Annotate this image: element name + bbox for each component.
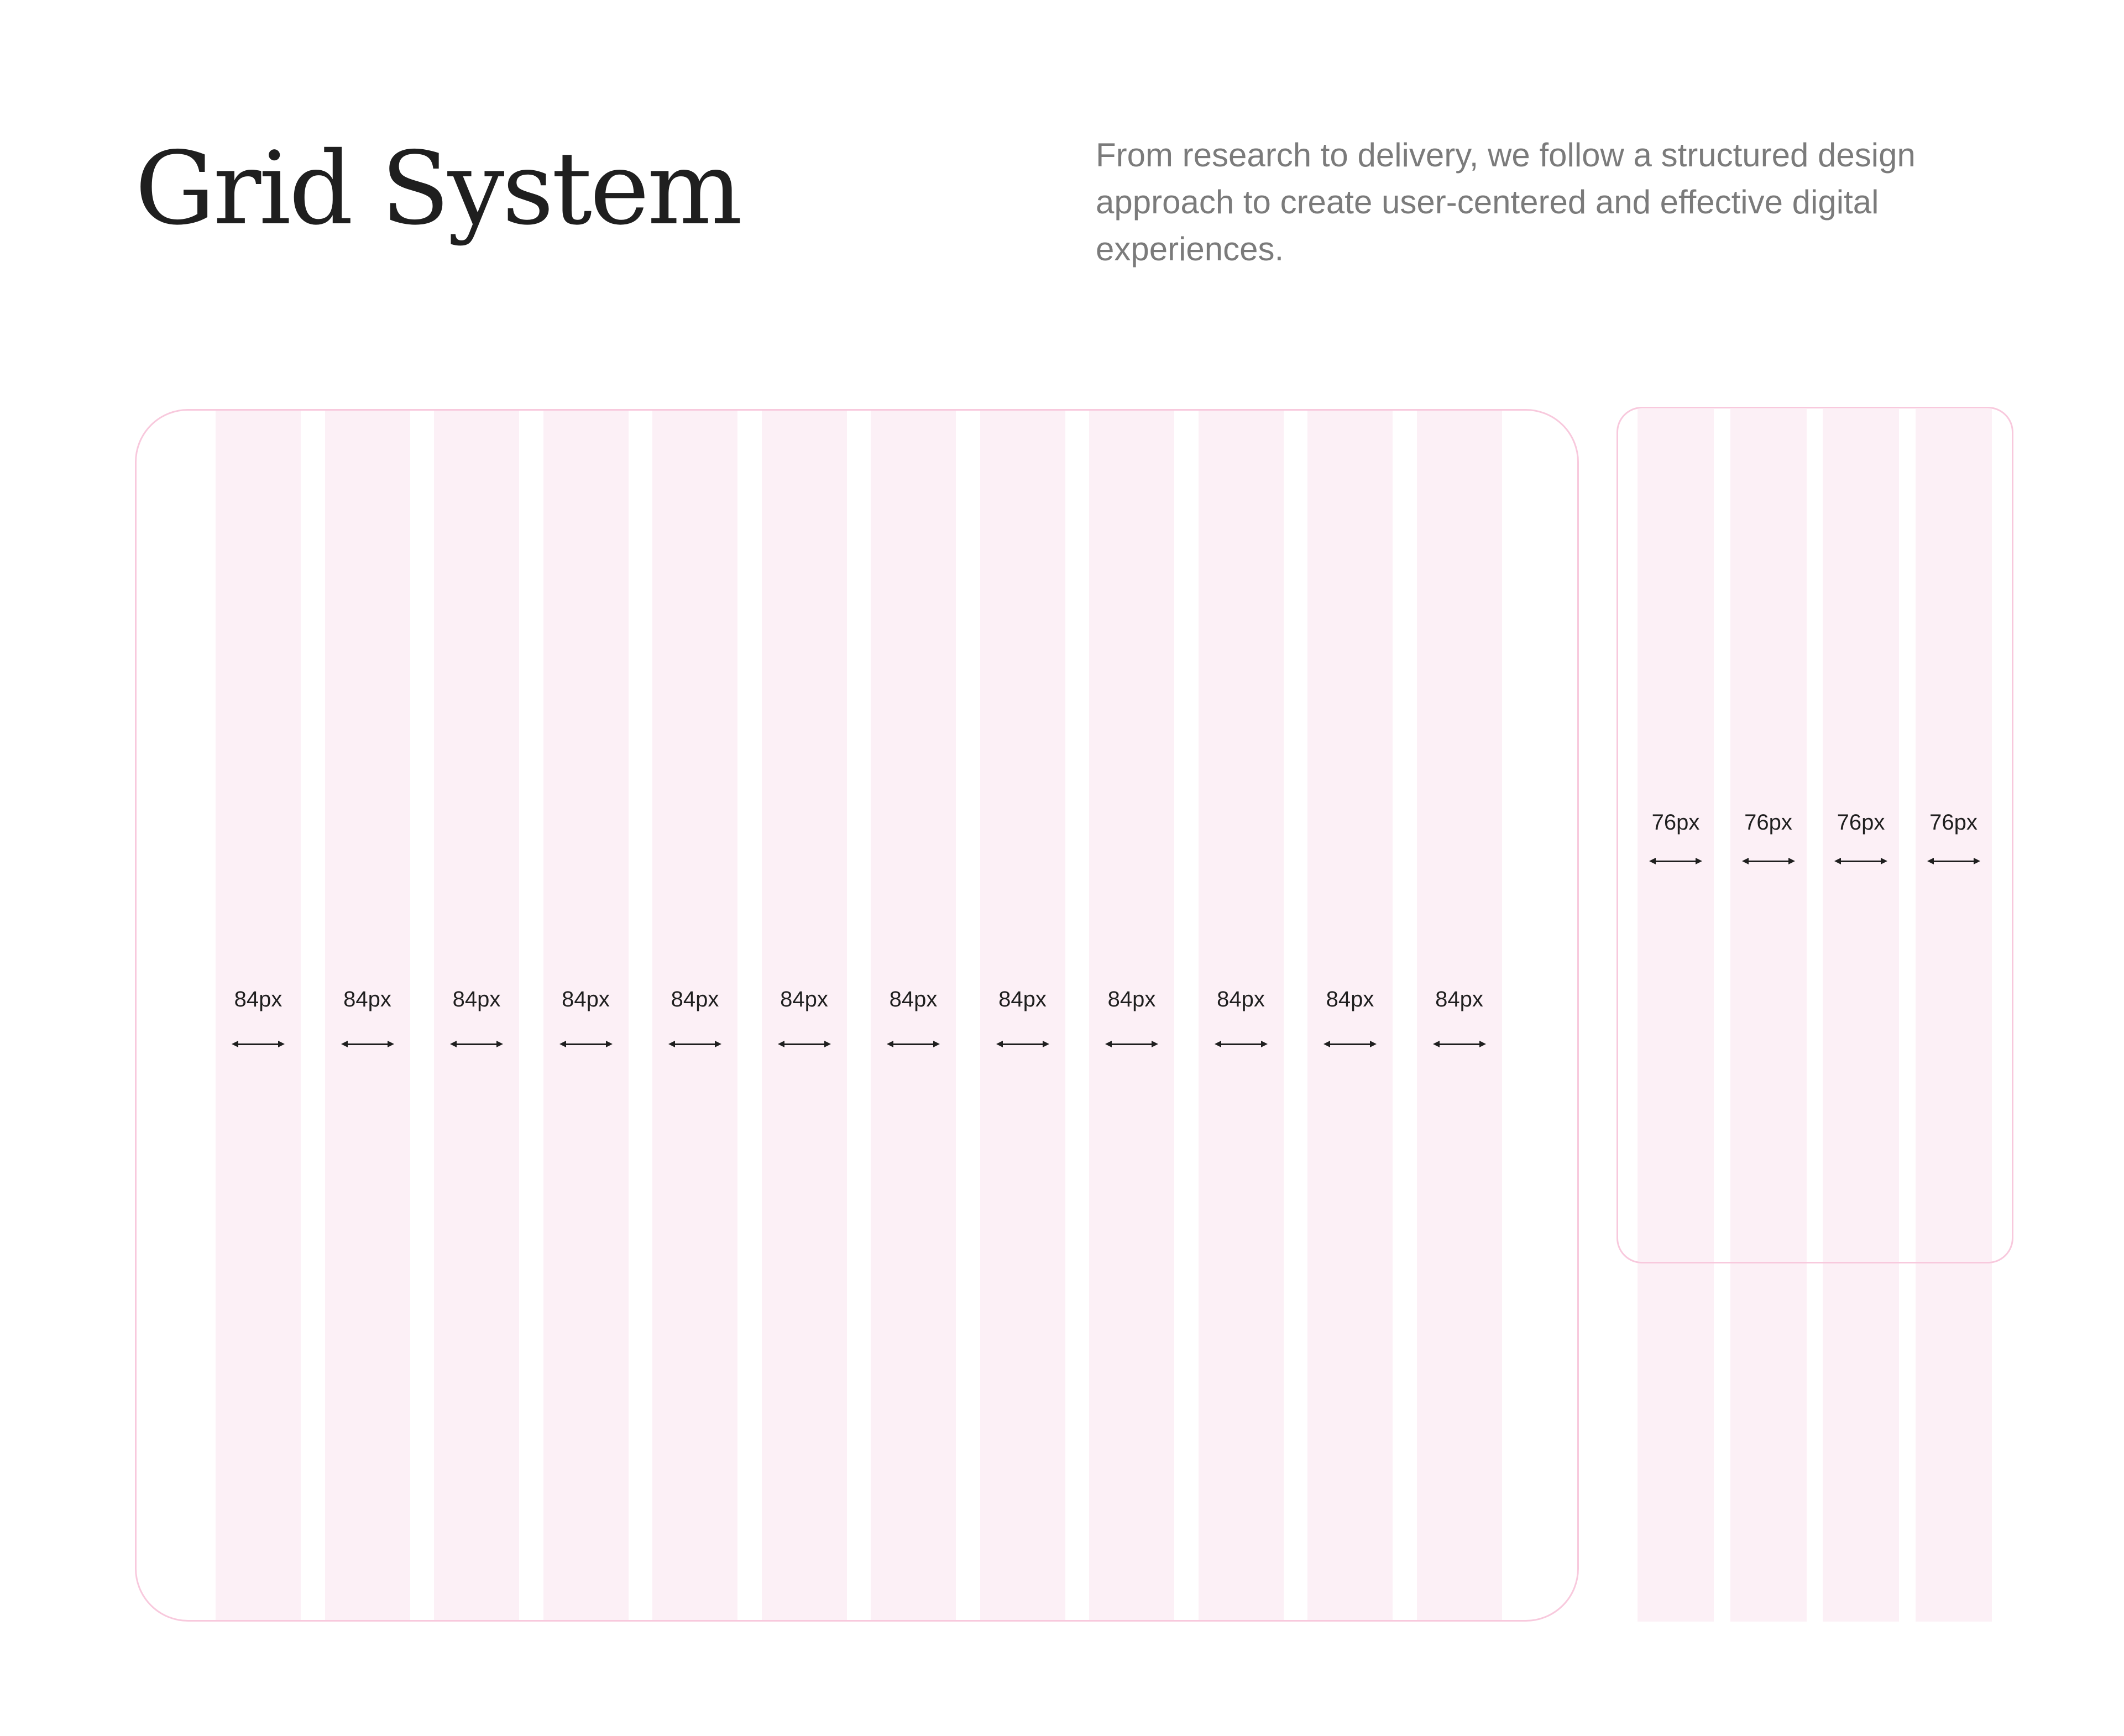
column-measure: 76px bbox=[1730, 810, 1807, 835]
column-measure: 76px bbox=[1823, 810, 1899, 835]
column-width-label: 84px bbox=[1217, 987, 1265, 1011]
desktop-column: 84px bbox=[1307, 411, 1393, 1620]
desktop-column: 84px bbox=[761, 411, 847, 1620]
column-width-label: 84px bbox=[1435, 987, 1483, 1011]
column-measure: 84px bbox=[1307, 987, 1393, 1012]
double-arrow-icon bbox=[232, 1040, 285, 1048]
mobile-grid-frame: 76px 76px 76px 76px bbox=[1616, 407, 2013, 1263]
double-arrow-icon bbox=[1741, 857, 1795, 865]
column-width-label: 84px bbox=[780, 987, 828, 1011]
desktop-column: 84px bbox=[652, 411, 737, 1620]
column-measure: 84px bbox=[1199, 987, 1284, 1012]
double-arrow-icon bbox=[1834, 857, 1887, 865]
column-width-label: 84px bbox=[343, 987, 391, 1011]
double-arrow-icon bbox=[1105, 1040, 1158, 1048]
column-width-label: 76px bbox=[1744, 810, 1792, 835]
double-arrow-icon bbox=[341, 1040, 394, 1048]
column-measure: 84px bbox=[980, 987, 1065, 1012]
double-arrow-icon bbox=[1649, 857, 1702, 865]
intro-text: From research to delivery, we follow a s… bbox=[1096, 137, 1916, 268]
double-arrow-icon bbox=[887, 1040, 940, 1048]
desktop-column: 84px bbox=[980, 411, 1065, 1620]
double-arrow-icon bbox=[450, 1040, 503, 1048]
column-measure: 84px bbox=[216, 987, 301, 1012]
column-measure: 84px bbox=[652, 987, 737, 1012]
column-measure: 84px bbox=[871, 987, 956, 1012]
desktop-grid-frame: 84px 84px 84px 84px 84px 84px 84px 84px 84px 84px… bbox=[135, 409, 1579, 1622]
mobile-column-measure-holder: 76px bbox=[1823, 408, 1899, 1262]
double-arrow-icon bbox=[1214, 1040, 1268, 1048]
mobile-column bbox=[1823, 409, 1899, 1622]
column-width-label: 84px bbox=[1326, 987, 1374, 1011]
column-width-label: 76px bbox=[1837, 810, 1885, 835]
double-arrow-icon bbox=[1432, 1040, 1486, 1048]
desktop-column: 84px bbox=[434, 411, 519, 1620]
column-width-label: 84px bbox=[889, 987, 938, 1011]
double-arrow-icon bbox=[668, 1040, 721, 1048]
column-measure: 84px bbox=[1417, 987, 1502, 1012]
desktop-column: 84px bbox=[1198, 411, 1284, 1620]
desktop-column: 84px bbox=[325, 411, 410, 1620]
column-measure: 84px bbox=[434, 987, 519, 1012]
desktop-column: 84px bbox=[871, 411, 956, 1620]
double-arrow-icon bbox=[559, 1040, 613, 1048]
column-width-label: 84px bbox=[234, 987, 282, 1011]
column-measure: 84px bbox=[325, 987, 410, 1012]
desktop-column: 84px bbox=[543, 411, 629, 1620]
column-width-label: 84px bbox=[562, 987, 610, 1011]
column-measure: 84px bbox=[762, 987, 847, 1012]
column-measure: 76px bbox=[1638, 810, 1714, 835]
double-arrow-icon bbox=[1323, 1040, 1377, 1048]
mobile-column-measure-holder: 76px bbox=[1638, 408, 1714, 1262]
double-arrow-icon bbox=[996, 1040, 1049, 1048]
column-width-label: 84px bbox=[998, 987, 1047, 1011]
mobile-column-measure-holder: 76px bbox=[1730, 408, 1807, 1262]
mobile-column bbox=[1730, 409, 1807, 1622]
column-measure: 84px bbox=[1089, 987, 1174, 1012]
mobile-column bbox=[1638, 409, 1714, 1622]
double-arrow-icon bbox=[1927, 857, 1980, 865]
mobile-column bbox=[1915, 409, 1992, 1622]
column-width-label: 84px bbox=[452, 987, 501, 1011]
double-arrow-icon bbox=[777, 1040, 831, 1048]
column-width-label: 84px bbox=[1107, 987, 1156, 1011]
column-measure: 76px bbox=[1916, 810, 1992, 835]
column-width-label: 76px bbox=[1929, 810, 1977, 835]
page-title: Grid System bbox=[135, 130, 742, 247]
column-width-label: 84px bbox=[671, 987, 719, 1011]
desktop-column: 84px bbox=[216, 411, 301, 1620]
mobile-column-measure-holder: 76px bbox=[1916, 408, 1992, 1262]
desktop-column: 84px bbox=[1089, 411, 1174, 1620]
desktop-column: 84px bbox=[1416, 411, 1502, 1620]
column-measure: 84px bbox=[543, 987, 629, 1012]
column-width-label: 76px bbox=[1651, 810, 1700, 835]
